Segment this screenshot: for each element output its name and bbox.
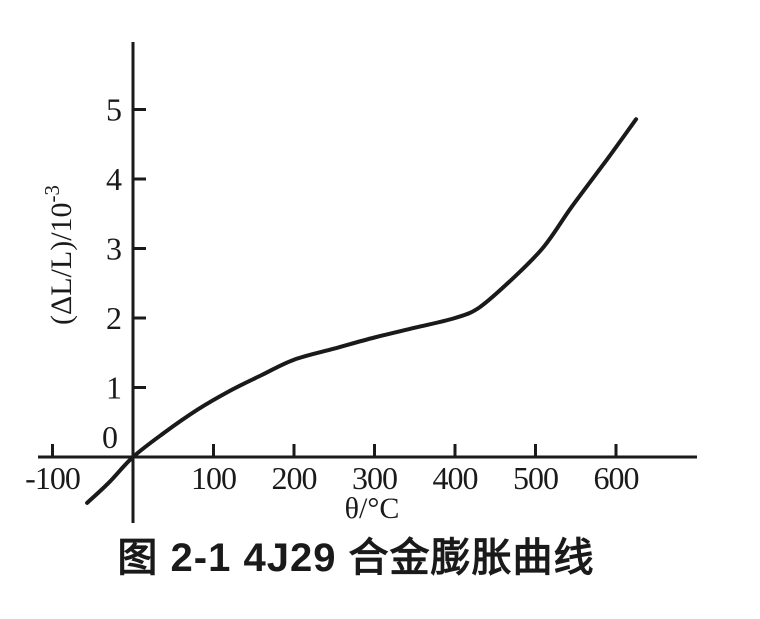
y-tick-label: 4 — [106, 161, 122, 197]
y-axis-ticks — [133, 108, 146, 389]
x-axis-title: θ/°C — [345, 492, 400, 525]
y-axis-title: (ΔL/L)/10-3 — [40, 185, 78, 325]
y-axis-tick-labels: 5 4 3 2 1 — [106, 92, 123, 406]
origin-tick-label: 0 — [102, 419, 117, 455]
x-axis-ticks — [51, 444, 618, 457]
x-axis-tick-labels: -100 100 200 300 400 500 600 — [25, 460, 639, 496]
figure-caption: 图 2-1 4J29 合金膨胀曲线 — [117, 535, 594, 580]
expansion-curve — [85, 117, 639, 505]
x-tick-label: 200 — [272, 460, 317, 496]
x-tick-label: -100 — [25, 460, 80, 496]
x-tick-label: 500 — [513, 460, 558, 496]
x-tick-label: 300 — [352, 460, 397, 496]
y-tick-label: 3 — [106, 231, 121, 267]
y-tick-label: 5 — [106, 92, 121, 128]
x-tick-label: 100 — [191, 460, 236, 496]
y-tick-label: 1 — [106, 370, 121, 406]
x-tick-label: 600 — [594, 460, 639, 496]
x-tick-label: 400 — [433, 460, 478, 496]
y-tick-label: 2 — [106, 300, 121, 336]
